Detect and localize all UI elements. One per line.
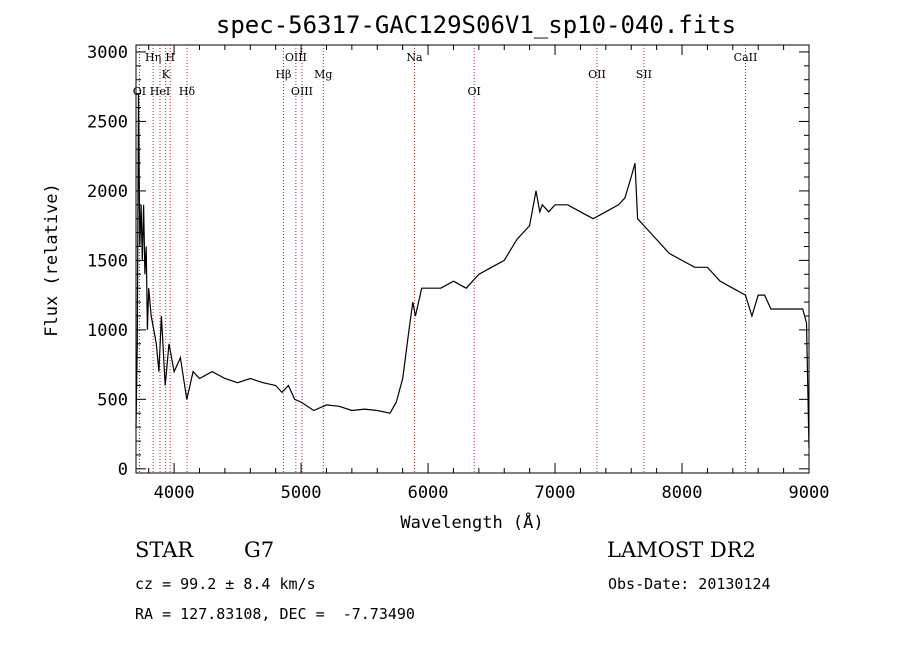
x-tick-label: 9000 — [789, 483, 830, 503]
spectrum-line — [135, 93, 810, 449]
line-label: OI — [133, 85, 146, 98]
line-label: Mg — [314, 68, 332, 81]
line-label: CaII — [734, 51, 758, 64]
x-axis-label: Wavelength (Å) — [400, 511, 543, 533]
line-label: K — [162, 68, 171, 81]
y-tick-label: 1500 — [87, 251, 128, 271]
redshift-text: cz = 99.2 ± 8.4 km/s — [135, 575, 316, 593]
line-label: H — [165, 51, 175, 64]
line-label: Hβ — [275, 68, 291, 81]
object-subclass: G7 — [244, 538, 275, 562]
y-tick-label: 500 — [97, 390, 128, 410]
x-tick-label: 5000 — [281, 483, 322, 503]
line-label: OII — [588, 68, 606, 81]
x-axis: 4000 5000 6000 7000 8000 9000 — [148, 45, 830, 503]
line-label: HeI — [150, 85, 170, 98]
y-axis: 0 500 1000 1500 2000 2500 3000 — [87, 43, 809, 480]
survey-name: LAMOST DR2 — [607, 538, 756, 562]
line-label: OIII — [285, 51, 307, 64]
line-label: OIII — [291, 85, 313, 98]
object-class: STAR — [135, 538, 194, 562]
x-tick-label: 7000 — [535, 483, 576, 503]
y-tick-label: 3000 — [87, 43, 128, 63]
line-label: Hδ — [179, 85, 196, 98]
plot-frame — [135, 44, 810, 474]
emission-line-markers — [138, 45, 747, 473]
spectrum-series — [135, 93, 810, 449]
line-label: Hη — [145, 51, 161, 64]
y-tick-label: 0 — [118, 460, 128, 480]
y-axis-label: Flux (relative) — [42, 183, 62, 337]
y-tick-label: 2000 — [87, 182, 128, 202]
spectrum-chart: spec-56317-GAC129S06V1_sp10-040.fits OI H… — [42, 11, 830, 533]
x-tick-label: 8000 — [662, 483, 703, 503]
x-tick-label: 4000 — [154, 483, 195, 503]
radec-text: RA = 127.83108, DEC = -7.73490 — [135, 605, 415, 623]
line-label: SII — [636, 68, 652, 81]
obs-date-text: Obs-Date: 20130124 — [608, 575, 771, 593]
chart-title: spec-56317-GAC129S06V1_sp10-040.fits — [216, 11, 736, 39]
y-tick-label: 1000 — [87, 321, 128, 341]
line-label: OI — [467, 85, 480, 98]
y-tick-label: 2500 — [87, 112, 128, 132]
x-tick-label: 6000 — [408, 483, 449, 503]
line-label: Na — [406, 51, 423, 64]
